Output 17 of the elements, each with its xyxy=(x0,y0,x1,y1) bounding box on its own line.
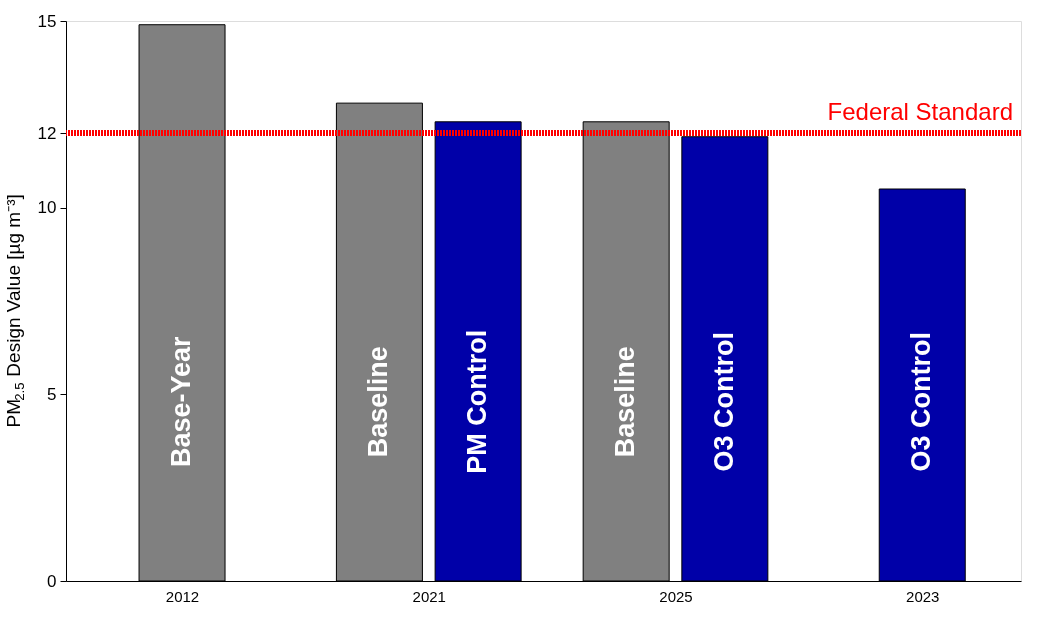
y-tick-label: 5 xyxy=(47,384,57,404)
annotation: O3 Control xyxy=(906,332,937,472)
annotation: Baseline xyxy=(363,346,394,458)
annotation: Baseline xyxy=(610,346,641,458)
ref-line-label: Federal Standard xyxy=(827,98,1013,125)
annotation: Base-Year xyxy=(166,336,197,468)
y-axis-title: PM2.5 Design Value [µg m⁻³] xyxy=(3,194,27,428)
annotation: O3 Control xyxy=(708,332,739,472)
y-tick-label: 12 xyxy=(37,123,57,143)
x-tick-label: 2021 xyxy=(412,587,446,605)
x-tick-label: 2023 xyxy=(906,587,940,605)
y-tick-label: 15 xyxy=(37,11,57,31)
y-tick-label: 10 xyxy=(37,198,57,218)
y-tick-label: 0 xyxy=(47,571,57,591)
x-tick-label: 2012 xyxy=(165,587,200,605)
x-tick-label: 2025 xyxy=(659,587,693,605)
annotation: PM Control xyxy=(462,329,493,474)
